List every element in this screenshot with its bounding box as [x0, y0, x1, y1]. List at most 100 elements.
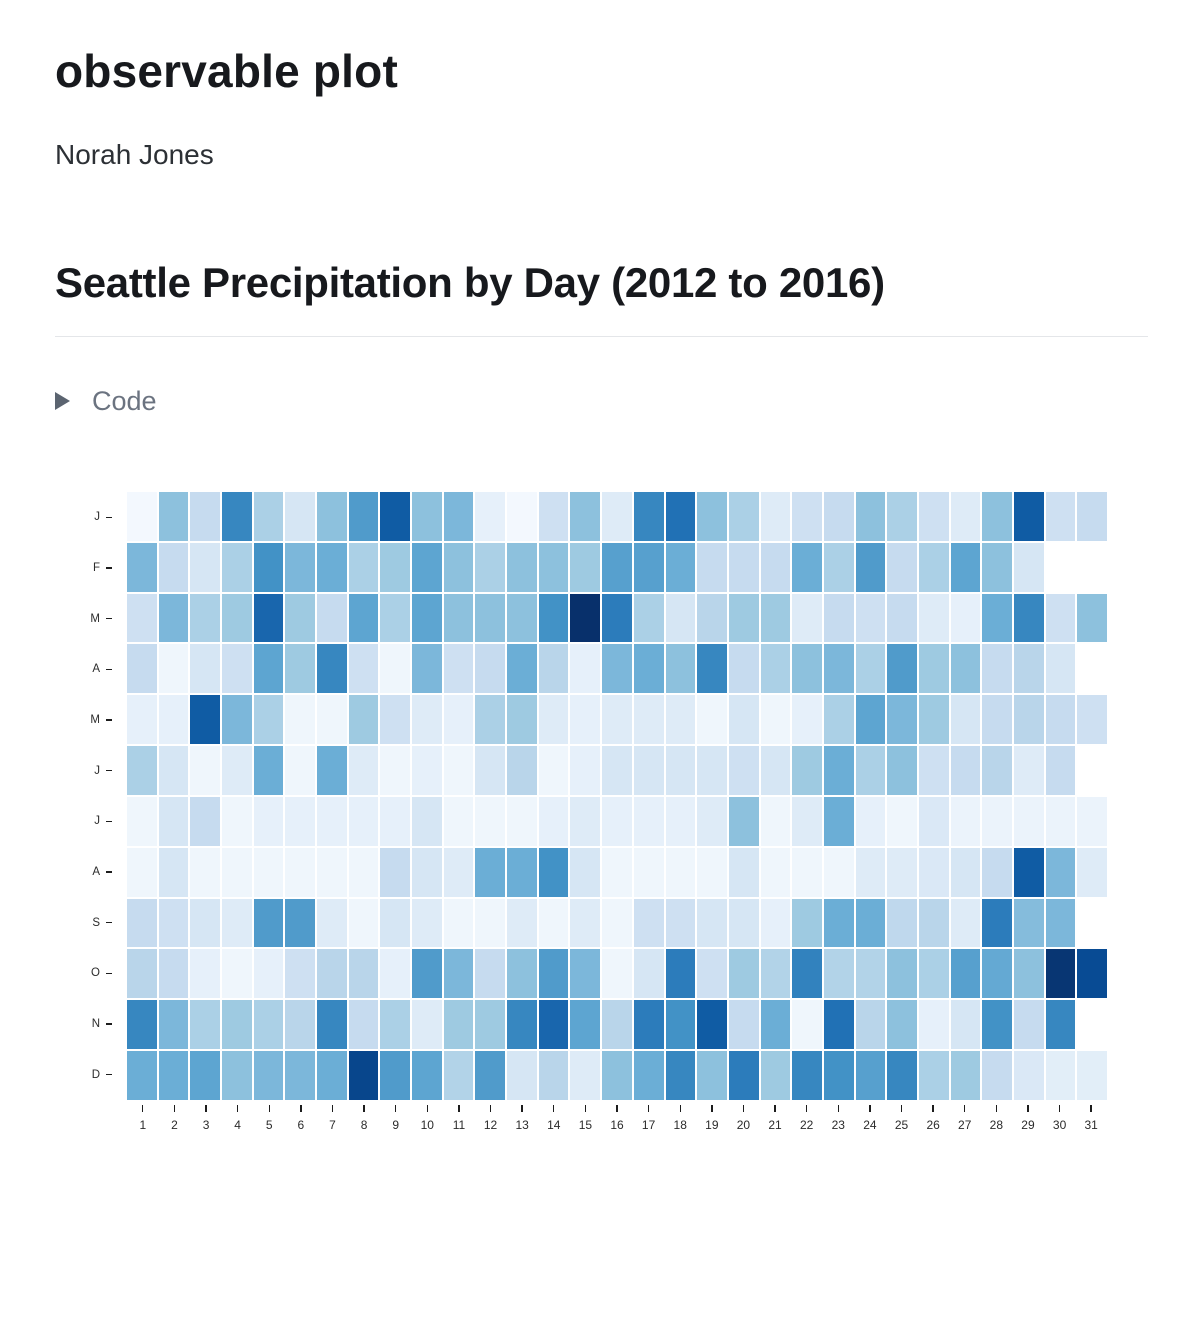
- heatmap-cell: [222, 1000, 252, 1050]
- x-tick-mark: [742, 1105, 745, 1112]
- heatmap-cell: [633, 644, 664, 694]
- heatmap-cell: [1045, 949, 1076, 999]
- x-tick-mark: [995, 1105, 998, 1112]
- heatmap-cell: [158, 847, 189, 897]
- y-tick-mark: [106, 516, 112, 519]
- heatmap-cell: [1045, 746, 1076, 795]
- heatmap-cell: [158, 1000, 189, 1050]
- heatmap-cell: [538, 542, 569, 592]
- heatmap-cell: [855, 847, 886, 897]
- month-tick-label: A: [92, 866, 100, 878]
- x-tick-mark: [553, 1105, 555, 1112]
- heatmap-cell: [475, 898, 506, 948]
- heatmap-cell: [982, 1000, 1012, 1050]
- heatmap-cell: [728, 593, 759, 643]
- month-tick-label: M: [90, 714, 100, 726]
- heatmap-cell: [602, 695, 632, 745]
- heatmap-cell: [918, 492, 949, 541]
- heatmap-cell: [317, 593, 347, 643]
- heatmap-cell: [443, 949, 474, 999]
- heatmap-cell: [1045, 1051, 1076, 1100]
- code-toggle-label: Code: [92, 385, 157, 416]
- heatmap-cell: [538, 746, 569, 795]
- heatmap-cell: [982, 644, 1012, 694]
- heatmap-cell: [253, 542, 284, 592]
- heatmap-cell: [475, 796, 506, 846]
- heatmap-cell: [665, 796, 696, 846]
- heatmap-cell: [1013, 1051, 1044, 1100]
- y-tick-mark: [106, 1073, 112, 1076]
- heatmap-cell: [348, 746, 379, 795]
- heatmap-cell: [127, 746, 157, 795]
- heatmap-cell: [570, 847, 601, 897]
- heatmap-cell: [887, 847, 917, 897]
- heatmap-cell: [158, 644, 189, 694]
- x-tick-mark: [774, 1105, 776, 1112]
- heatmap-cell: [697, 492, 727, 541]
- heatmap-cell: [380, 1051, 411, 1100]
- heatmap-cell: [665, 644, 696, 694]
- heatmap-cell: [443, 847, 474, 897]
- day-tick-label: 2: [171, 1118, 178, 1132]
- heatmap-cell: [982, 542, 1012, 592]
- heatmap-cell: [127, 695, 157, 745]
- heatmap-cell: [507, 746, 537, 795]
- heatmap-cell: [792, 949, 822, 999]
- heatmap-cell: [127, 593, 157, 643]
- heatmap-cell: [823, 949, 854, 999]
- heatmap-cell: [728, 796, 759, 846]
- heatmap-cell: [570, 542, 601, 592]
- month-tick-label: D: [91, 1068, 100, 1081]
- heatmap-cell: [475, 644, 506, 694]
- heatmap-cell: [412, 898, 442, 948]
- day-tick-label: 12: [483, 1118, 498, 1132]
- x-tick-mark: [521, 1105, 523, 1112]
- heatmap-cell: [918, 847, 949, 897]
- heatmap-cell: [190, 847, 221, 897]
- heatmap-cell: [887, 644, 917, 694]
- heatmap-cell: [633, 949, 664, 999]
- heatmap-cell: [760, 746, 791, 795]
- day-tick-label: 11: [452, 1118, 466, 1132]
- heatmap-cell: [285, 492, 316, 541]
- heatmap-cell: [1077, 847, 1107, 897]
- x-tick-mark: [1058, 1105, 1061, 1112]
- heatmap-cell: [348, 949, 379, 999]
- heatmap-cell: [823, 746, 854, 795]
- heatmap-cell: [253, 898, 284, 948]
- heatmap-cell: [190, 949, 221, 999]
- heatmap-cell: [285, 1000, 316, 1050]
- heatmap-cell: [475, 746, 506, 795]
- heatmap-cell: [475, 492, 506, 541]
- heatmap-cell: [982, 746, 1012, 795]
- x-tick-mark: [964, 1105, 966, 1112]
- day-tick-label: 24: [863, 1118, 877, 1132]
- x-tick-mark: [268, 1105, 270, 1112]
- heatmap-cell: [887, 593, 917, 643]
- heatmap-cell: [855, 492, 886, 541]
- heatmap-cell: [380, 746, 411, 795]
- heatmap-cell: [380, 796, 411, 846]
- y-axis-label: J: [55, 815, 112, 827]
- heatmap-cell: [665, 746, 696, 795]
- heatmap-cell: [348, 1051, 379, 1100]
- heatmap-cell: [792, 644, 822, 694]
- heatmap-cell: [918, 542, 949, 592]
- heatmap-cell: [1077, 796, 1107, 846]
- code-toggle[interactable]: Code: [55, 385, 157, 417]
- y-axis-label: F: [55, 562, 112, 574]
- y-tick-mark: [106, 668, 112, 671]
- heatmap-cell: [665, 542, 696, 592]
- heatmap-cell: [507, 695, 537, 745]
- heatmap-cell: [190, 542, 221, 592]
- heatmap-cell: [760, 644, 791, 694]
- x-tick-mark: [395, 1105, 397, 1112]
- day-tick-label: 15: [578, 1118, 593, 1132]
- heatmap-cell: [317, 644, 347, 694]
- heatmap-cell: [475, 593, 506, 643]
- x-tick-mark: [616, 1105, 618, 1112]
- day-tick-label: 28: [989, 1118, 1004, 1132]
- heatmap-cell: [222, 542, 252, 592]
- heatmap-cell: [887, 695, 917, 745]
- heatmap-cell: [792, 898, 822, 948]
